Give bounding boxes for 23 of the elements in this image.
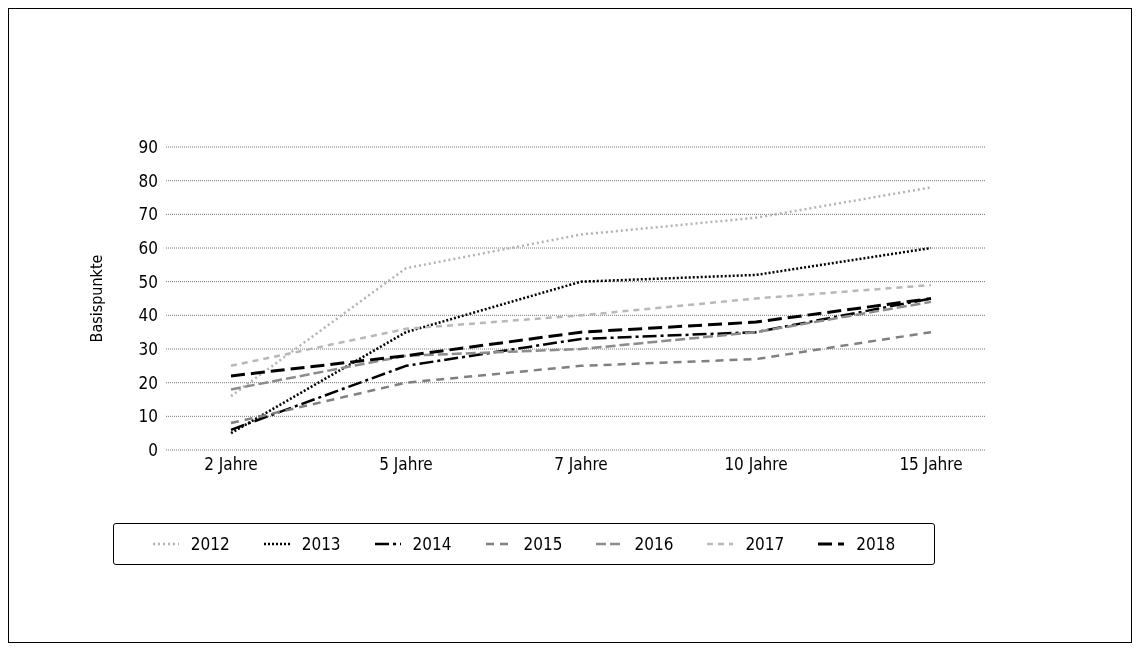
legend-label: 2013 [301,534,341,554]
y-tick-label: 10 [138,406,158,427]
y-axis-title: Basispunkte [86,254,106,343]
x-tick-label: 10 Jahre [724,454,788,475]
x-tick-label: 15 Jahre [899,454,963,475]
legend-label: 2016 [634,534,674,554]
y-tick-label: 20 [138,372,158,393]
y-tick-label: 70 [138,204,158,225]
y-tick-label: 90 [138,137,158,158]
x-tick-label: 2 Jahre [204,454,258,475]
y-tick-label: 30 [138,339,158,360]
y-tick-label: 60 [138,238,158,259]
y-tick-label: 0 [148,440,158,461]
legend-label: 2015 [523,534,563,554]
y-tick-label: 40 [138,305,158,326]
y-tick-label: 80 [138,170,158,191]
legend-label: 2018 [856,534,896,554]
y-tick-label: 50 [138,271,158,292]
legend-label: 2017 [745,534,785,554]
x-tick-label: 5 Jahre [379,454,433,475]
x-tick-label: 7 Jahre [554,454,608,475]
legend-label: 2014 [412,534,452,554]
legend-label: 2012 [190,534,230,554]
